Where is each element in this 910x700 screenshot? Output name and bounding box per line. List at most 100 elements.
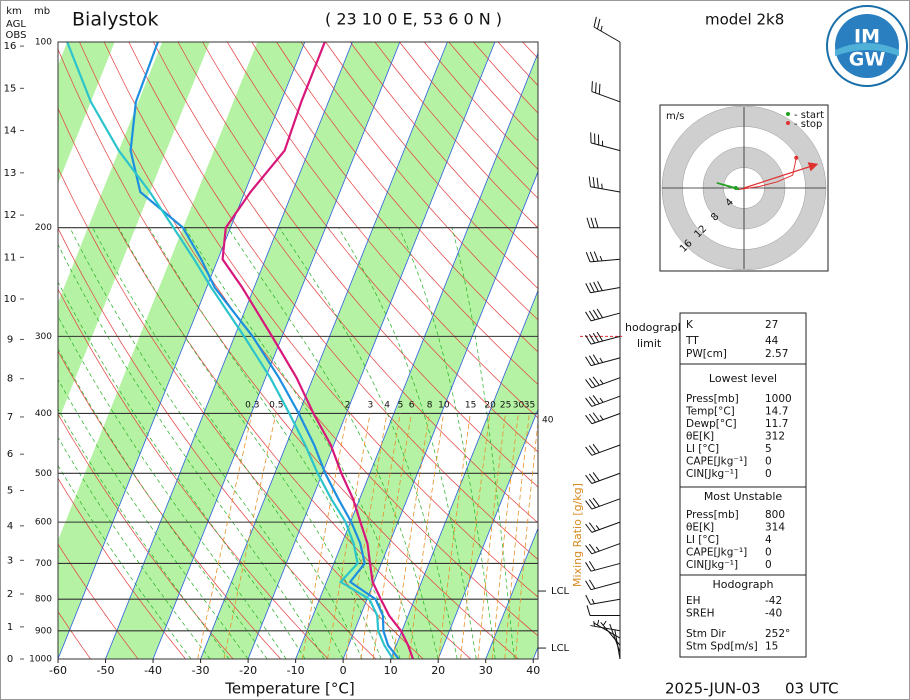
- y-tick-label: 700: [35, 559, 52, 569]
- dry-adiabat: [58, 227, 376, 659]
- table-label: Press[mb]: [686, 393, 739, 405]
- mixing-ratio-label: Mixing Ratio [g/kg]: [571, 483, 584, 587]
- height-tick-label: 6: [7, 449, 13, 460]
- hodograph-limit-label: limit: [637, 337, 662, 350]
- y-tick-label: 900: [35, 626, 52, 636]
- isotherm: [390, 289, 538, 659]
- table-value: 800: [765, 509, 785, 521]
- hodograph: [661, 106, 827, 270]
- mixing-ratio-tick-label: 30: [513, 401, 525, 411]
- table-label: θE[K]: [686, 431, 714, 443]
- dry-adiabat: [276, 42, 538, 353]
- height-tick-label: 12: [4, 210, 17, 221]
- table-value: 252°: [765, 628, 790, 640]
- x-tick-label: -20: [239, 664, 257, 677]
- table-label: SREH: [686, 608, 715, 620]
- wind-barb: [593, 16, 621, 43]
- table-value: 2.57: [765, 348, 788, 360]
- mixing-ratio-line: [504, 413, 530, 659]
- table-label: CIN[Jkg⁻¹]: [686, 559, 738, 571]
- y-tick-label: 1000: [29, 655, 52, 665]
- y-tick-label: 600: [35, 518, 52, 528]
- plot-area: [58, 42, 538, 659]
- logo-text: IM: [854, 26, 880, 48]
- table-value: 0: [765, 547, 772, 559]
- x-tick-label: 20: [431, 664, 445, 677]
- mixing-ratio-line: [438, 413, 471, 659]
- table-label: TT: [685, 335, 699, 347]
- dry-adiabat: [128, 42, 538, 560]
- isotherm: [200, 42, 448, 659]
- isotherm-band: [58, 42, 210, 422]
- legend-stop-dot: [786, 121, 790, 125]
- table-value: 0: [765, 456, 772, 468]
- hodograph-start-label: - start: [794, 110, 824, 121]
- height-tick-label: 3: [7, 555, 13, 566]
- storm-motion-arrow: [743, 162, 819, 189]
- moist-adiabat: [451, 227, 515, 659]
- mixing-ratio-tick-label: 4: [384, 401, 390, 411]
- height-tick-label: 7: [7, 412, 13, 423]
- y-tick-label: 200: [35, 223, 52, 233]
- table-value: 312: [765, 431, 785, 443]
- mixing-ratio-line: [477, 413, 506, 659]
- table-label: LI [°C]: [686, 443, 719, 455]
- mixing-ratio-tick-label: 40: [542, 416, 554, 426]
- table-label: K: [686, 319, 694, 331]
- mixing-ratio-tick-label: 25: [500, 401, 511, 411]
- x-axis-label: Temperature [°C]: [224, 680, 354, 698]
- mixing-ratio-tick-label: 6: [409, 401, 415, 411]
- mixing-ratio-line: [360, 413, 401, 659]
- isotherm: [342, 170, 538, 659]
- dry-adiabat: [58, 611, 91, 659]
- dry-adiabat: [79, 42, 538, 637]
- table-value: 15: [765, 641, 778, 653]
- isotherm: [485, 527, 538, 659]
- height-tick-label: 14: [4, 126, 17, 137]
- y-tick-label: 500: [35, 469, 52, 479]
- wind-barb: [590, 132, 621, 152]
- table-label: Dewp[°C]: [686, 418, 737, 430]
- table-value: 0: [765, 468, 772, 480]
- isotherm: [105, 42, 353, 659]
- height-header: AGL: [6, 19, 26, 30]
- logo-wave: [835, 43, 899, 56]
- lcl-label: LCL: [551, 586, 570, 597]
- pressure-header: mb: [34, 6, 50, 17]
- mixing-ratio-line: [197, 413, 253, 659]
- mixing-ratio-line: [460, 413, 491, 659]
- isotherm-band: [200, 42, 495, 659]
- model: model 2k8: [705, 11, 784, 29]
- mixing-ratio-line: [345, 413, 388, 659]
- mixing-ratio-line: [408, 413, 445, 659]
- x-tick-label: 0: [340, 664, 347, 677]
- wind-barb: [585, 281, 621, 294]
- wind-barb: [585, 561, 621, 572]
- wind-barb: [591, 81, 621, 103]
- mixing-ratio-line: [302, 413, 348, 659]
- isotherm: [295, 51, 538, 659]
- wind-barb: [585, 579, 621, 591]
- logo-text: GW: [849, 49, 886, 71]
- wind-barb: [586, 605, 620, 616]
- wind-barb: [585, 412, 621, 425]
- height-header: OBS: [6, 30, 27, 41]
- wind-barb: [585, 354, 621, 367]
- wind-barb: [588, 176, 621, 193]
- dry-adiabat: [58, 413, 234, 659]
- profile-line: [66, 42, 394, 659]
- table-value: 0: [765, 559, 772, 571]
- height-tick-label: 10: [4, 294, 17, 305]
- moist-adiabat: [338, 227, 477, 659]
- table-label: LI [°C]: [686, 534, 719, 546]
- x-tick-label: -50: [97, 664, 115, 677]
- y-tick-label: 800: [35, 595, 52, 605]
- mixing-ratio-tick-label: 0.5: [269, 401, 283, 411]
- height-tick-label: 0: [7, 654, 13, 665]
- profile-line: [221, 42, 415, 659]
- mixing-ratio-tick-label: 35: [524, 401, 535, 411]
- lcl-label: LCL: [551, 643, 570, 654]
- hodograph-stop-label: - stop: [794, 119, 822, 130]
- x-tick-label: 40: [526, 664, 540, 677]
